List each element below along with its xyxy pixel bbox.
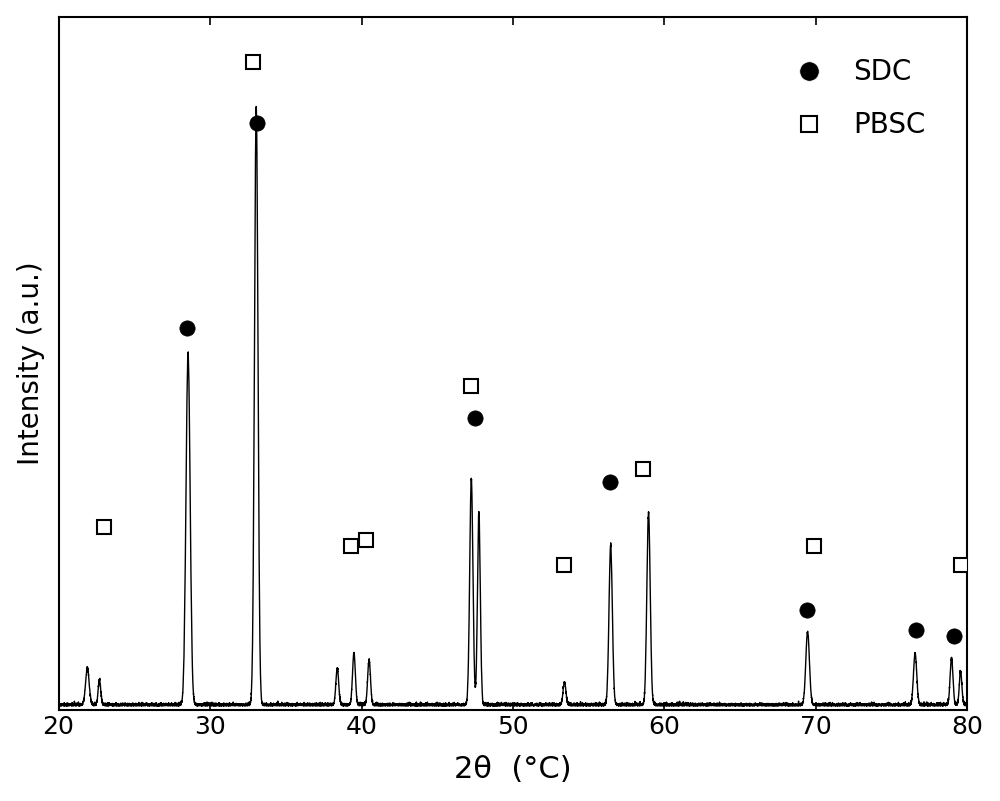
X-axis label: 2θ  (°C): 2θ (°C) <box>454 755 572 784</box>
Legend: SDC, PBSC: SDC, PBSC <box>764 30 954 167</box>
Y-axis label: Intensity (a.u.): Intensity (a.u.) <box>17 261 45 465</box>
